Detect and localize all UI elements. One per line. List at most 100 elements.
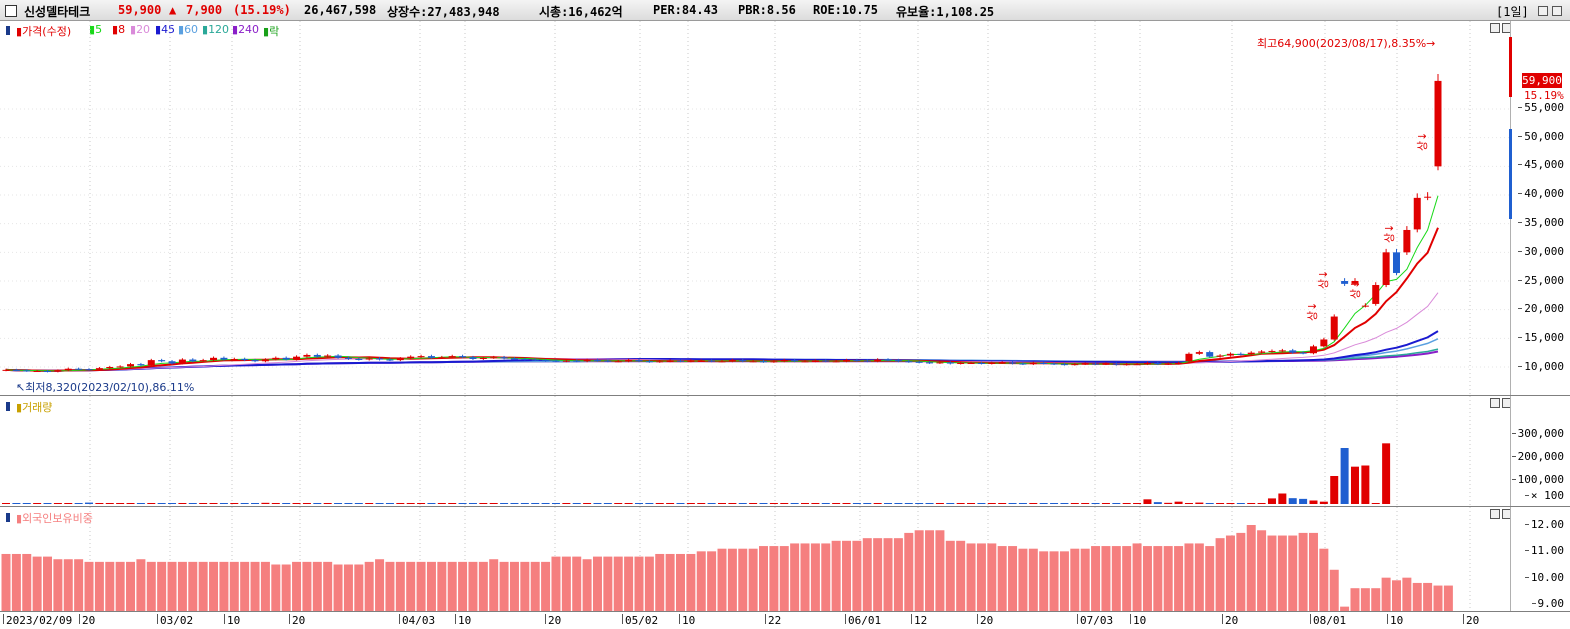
- candle: [770, 361, 778, 363]
- candle: [1361, 305, 1369, 307]
- foreign-bar: [509, 561, 519, 611]
- volume-bar: [385, 503, 394, 504]
- foreign-bar: [810, 543, 820, 611]
- volume-bar: [904, 503, 913, 504]
- foreign-bar: [603, 556, 613, 611]
- foreign-bar: [426, 561, 436, 611]
- foreign-bar: [343, 564, 353, 611]
- low-annotation: ↖최저8,320(2023/02/10),86.11%: [16, 381, 195, 394]
- volume-bar: [334, 503, 343, 504]
- foreign-bar: [997, 546, 1007, 611]
- volume-bar: [967, 503, 976, 504]
- volume-bar: [821, 503, 830, 504]
- volume-bar: [624, 503, 633, 504]
- candle: [272, 357, 280, 360]
- volume-bar: [1340, 448, 1349, 504]
- title-bar: 신성델타테크 59,900 ▲ 7,900 (15.19%) 26,467,59…: [0, 0, 1570, 21]
- candle: [1123, 364, 1131, 366]
- foreign-bar: [1402, 577, 1412, 611]
- foreign-bar: [312, 561, 322, 611]
- foreign-bar: [1236, 532, 1246, 611]
- foreign-bar: [1142, 546, 1152, 611]
- candle: [863, 360, 871, 362]
- foreign-bar: [1070, 548, 1080, 611]
- foreign-bar: [1059, 551, 1069, 611]
- restore-icon[interactable]: [1538, 6, 1548, 16]
- volume-bar: [749, 503, 758, 504]
- candle: [1112, 363, 1120, 365]
- candle: [251, 360, 259, 362]
- foreign-bar: [821, 543, 831, 611]
- candle: [1060, 364, 1068, 366]
- candle: [75, 368, 83, 370]
- candle: [261, 359, 269, 362]
- pane-divider[interactable]: [0, 506, 1570, 507]
- volume-chart: [2, 396, 1471, 506]
- candle: [500, 357, 508, 359]
- volume-bar: [614, 503, 623, 504]
- foreign-bar: [769, 546, 779, 611]
- candle: [1247, 352, 1255, 355]
- foreign-bar: [1008, 546, 1018, 611]
- foreign-tick: 10.00: [1524, 571, 1564, 584]
- foreign-bar: [478, 561, 488, 611]
- price-tick: 50,000: [1518, 130, 1564, 143]
- volume-bar: [437, 503, 446, 504]
- candle: [199, 360, 207, 362]
- candle: [656, 361, 664, 363]
- candle: [801, 361, 809, 363]
- pane-minimize-icon[interactable]: [1490, 509, 1500, 519]
- candle: [1164, 363, 1172, 365]
- candle: [977, 362, 985, 364]
- volume-bar: [1081, 503, 1090, 504]
- candle: [542, 360, 550, 362]
- volume-bar: [1319, 501, 1328, 504]
- select-checkbox[interactable]: [5, 5, 17, 17]
- foreign-bar: [1039, 551, 1049, 611]
- foreign-bar: [188, 561, 198, 611]
- volume-bar: [801, 503, 810, 504]
- volume-bar: [603, 503, 612, 504]
- pane-minimize-icon[interactable]: [1490, 398, 1500, 408]
- candle: [593, 360, 601, 362]
- volume-bar: [1008, 503, 1017, 504]
- date-axis: 2023/02/09 20 03/02 10 20 04/03 10 20 05/02 10 22 0…: [0, 611, 1570, 629]
- foreign-bar: [1101, 546, 1111, 611]
- foreign-bar: [748, 548, 758, 611]
- volume-bar: [406, 503, 415, 504]
- price-tick: 20,000: [1518, 302, 1564, 315]
- foreign-bar: [1194, 543, 1204, 611]
- candle: [1185, 353, 1193, 362]
- candle: [645, 361, 653, 363]
- price-tick: 15,000: [1518, 331, 1564, 344]
- volume-bar: [1174, 501, 1183, 504]
- foreign-bar: [229, 561, 239, 611]
- candle: [293, 356, 301, 360]
- foreign-bar: [624, 556, 634, 611]
- volume-bar: [998, 503, 1007, 504]
- foreign-bar: [1371, 588, 1381, 611]
- foreign-bar: [1329, 569, 1339, 611]
- volume-bar: [396, 503, 405, 504]
- legend-ma60: ▮60: [178, 23, 199, 36]
- candle: [1040, 362, 1048, 364]
- candle: [1154, 362, 1162, 365]
- candle: [1268, 350, 1276, 352]
- candle: [791, 360, 799, 362]
- foreign-bar: [260, 561, 270, 611]
- candle: [417, 356, 425, 358]
- pane-divider[interactable]: [0, 395, 1570, 396]
- candle: [531, 359, 539, 361]
- volume-bar: [1153, 502, 1162, 504]
- ma8-line: [5, 227, 1439, 372]
- volume-bar: [1050, 503, 1059, 504]
- date-tick: 08/01: [1309, 614, 1347, 627]
- pane-minimize-icon[interactable]: [1490, 23, 1500, 33]
- volume-bar: [1133, 503, 1142, 504]
- period-selector[interactable]: [1일]: [1496, 5, 1529, 19]
- foreign-bar: [686, 553, 696, 611]
- volume-bar: [572, 503, 581, 504]
- candle: [635, 360, 643, 362]
- foreign-bar: [644, 556, 654, 611]
- close-icon[interactable]: [1552, 6, 1562, 16]
